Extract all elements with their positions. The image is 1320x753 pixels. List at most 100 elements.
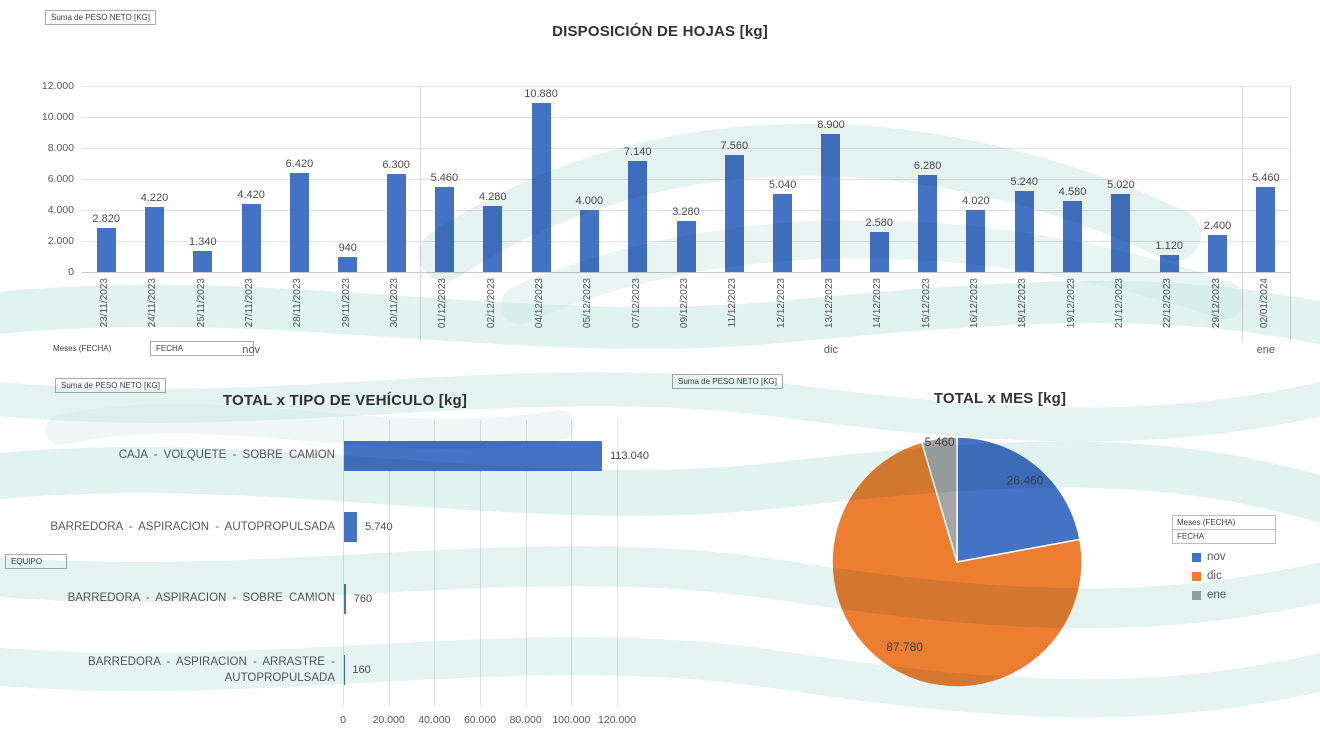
date-axis-label: 14/12/2023: [872, 278, 884, 329]
chart-title-daily: DISPOSICIÓN DE HOJAS [kg]: [552, 23, 768, 40]
bar-value-label: 2.820: [92, 213, 120, 226]
bar-27/11/2023: [241, 203, 261, 272]
bar-28/11/2023: [289, 172, 309, 272]
date-axis-label: 23/11/2023: [99, 278, 111, 328]
date-axis-label: 29/11/2023: [340, 278, 352, 328]
date-axis-label: 24/11/2023: [147, 278, 159, 328]
x-axis-label: 0: [340, 714, 346, 726]
month-group-label-ene: ene: [1256, 344, 1275, 356]
bar-value-label: 940: [338, 242, 357, 255]
month-group-label-dic: dic: [823, 344, 838, 356]
legend-swatch-icon: [1192, 571, 1201, 581]
bar-25/11/2023: [193, 251, 213, 272]
y-axis-label: 10.000: [41, 111, 74, 123]
bar-02/12/2023: [483, 205, 503, 272]
y-axis-label: 6.000: [47, 173, 74, 185]
bar-value-label: 4.000: [575, 195, 604, 207]
y-axis-label: 2.000: [47, 235, 74, 247]
bar-09/12/2023: [676, 221, 696, 272]
meses-field-label[interactable]: Meses (FECHA): [53, 344, 112, 353]
gridline: [82, 117, 1290, 118]
bar-11/12/2023: [724, 154, 744, 272]
category-label: BARREDORA - ASPIRACION - ARRASTRE - AUTO…: [88, 655, 335, 685]
bar-value-label: 760: [353, 592, 373, 605]
pie-value-label: 5.460: [925, 435, 955, 449]
bar-value-label: 1.120: [1155, 239, 1183, 252]
x-axis-label: 120.000: [598, 714, 636, 726]
y-axis-label: 12.000: [41, 80, 74, 92]
daily-disposal-bar-chart: Suma de PESO NETO [KG] DISPOSICIÓN DE HO…: [0, 0, 1320, 370]
gridline: [617, 420, 618, 706]
bar-29/12/2023: [1208, 234, 1228, 272]
category-label: CAJA - VOLQUETE - SOBRE CAMION: [118, 449, 335, 462]
bar-value-label: 5.020: [1107, 179, 1135, 192]
daily-plot-area: 2.820 4.220 1.340 4.420 6.420 940 6.300 5.460 4.…: [82, 86, 1290, 273]
bar-value-label: 4.420: [237, 188, 265, 201]
date-axis-label: 28/11/2023: [292, 278, 304, 328]
bar-value-label: 5.460: [1252, 172, 1280, 185]
bar-value-label: 5.740: [365, 521, 393, 534]
legend-fecha-field-button[interactable]: FECHA: [1172, 530, 1276, 545]
date-axis-label: 13/12/2023: [823, 278, 835, 329]
legend-label: nov: [1207, 551, 1226, 564]
gridline: [82, 86, 1290, 87]
value-field-button-2[interactable]: Suma de PESO NETO [KG]: [55, 378, 166, 394]
month-group-label-nov: nov: [242, 344, 260, 356]
vehicle-type-bar-chart: Suma de PESO NETO [KG] TOTAL x TIPO DE V…: [0, 372, 660, 753]
pie-value-label: 26.460: [1007, 473, 1044, 487]
bar-30/11/2023: [386, 174, 406, 272]
y-axis-label: 8.000: [47, 142, 74, 154]
date-axis-label: 29/12/2023: [1210, 278, 1222, 329]
bar-18/12/2023: [1014, 190, 1034, 272]
bar-value-label: 113.040: [610, 449, 650, 462]
legend-item-nov: nov: [1192, 551, 1276, 563]
month-separator: [420, 86, 422, 342]
bar-04/12/2023: [531, 103, 551, 272]
gridline: [82, 148, 1290, 149]
legend-meses-field-button[interactable]: Meses (FECHA): [1172, 515, 1276, 531]
equipo-field-button[interactable]: EQUIPO: [5, 554, 67, 570]
bar-29/11/2023: [338, 257, 358, 272]
pie-plot-area: 26.460 87.780 5.460: [831, 435, 1083, 688]
bar-24/11/2023: [144, 206, 164, 272]
bar-value-label: 10.880: [524, 88, 558, 101]
date-axis-label: 11/12/2023: [727, 278, 739, 328]
bar-value-label: 6.300: [382, 159, 410, 172]
pie-value-label: 87.780: [886, 640, 923, 654]
date-axis-label: 09/12/2023: [679, 278, 690, 329]
month-separator: [1290, 86, 1291, 342]
bar-value-label: 4.280: [478, 190, 507, 203]
date-axis-label: 22/12/2023: [1162, 278, 1174, 329]
bar-19/12/2023: [1063, 201, 1083, 272]
date-axis-label: 04/12/2023: [534, 278, 546, 329]
bar-23/11/2023: [96, 228, 116, 272]
value-field-button[interactable]: Suma de PESO NETO [KG]: [45, 10, 156, 26]
bar-value-label: 3.280: [672, 206, 700, 219]
bar-value-label: 2.580: [865, 217, 894, 230]
date-axis-label: 01/12/2023: [437, 278, 449, 329]
date-axis-label: 27/11/2023: [244, 278, 256, 328]
date-axis-label: 18/12/2023: [1017, 278, 1029, 329]
date-axis-label: 07/12/2023: [630, 278, 642, 329]
date-axis-label: 15/12/2023: [920, 278, 932, 329]
value-field-button-3[interactable]: Suma de PESO NETO [KG]: [672, 374, 783, 390]
bar-value-label: 2.400: [1203, 219, 1232, 232]
date-axis-label: 21/12/2023: [1113, 278, 1125, 329]
date-axis-label: 02/01/2024: [1258, 278, 1270, 329]
category-label: BARREDORA - ASPIRACION - SOBRE CAMION: [67, 592, 335, 605]
bar-02/01/2024: [1256, 187, 1276, 272]
date-axis-label: 25/11/2023: [195, 278, 207, 328]
bar-13/12/2023: [821, 134, 841, 272]
bar-15/12/2023: [918, 174, 938, 272]
chart-title-pie: TOTAL x MES [kg]: [933, 390, 1067, 407]
y-axis-label: 4.000: [47, 204, 74, 216]
date-axis-label: 30/11/2023: [389, 278, 401, 328]
legend-swatch-icon: [1192, 590, 1201, 600]
bar-value-label: 8.900: [817, 119, 845, 132]
bar-value-label: 160: [352, 664, 371, 677]
bar-0: [344, 440, 603, 471]
legend-label: ene: [1207, 589, 1227, 602]
date-axis-label: 05/12/2023: [582, 278, 594, 329]
bar-value-label: 6.280: [913, 159, 942, 172]
category-label: BARREDORA - ASPIRACION - AUTOPROPULSADA: [50, 520, 335, 533]
